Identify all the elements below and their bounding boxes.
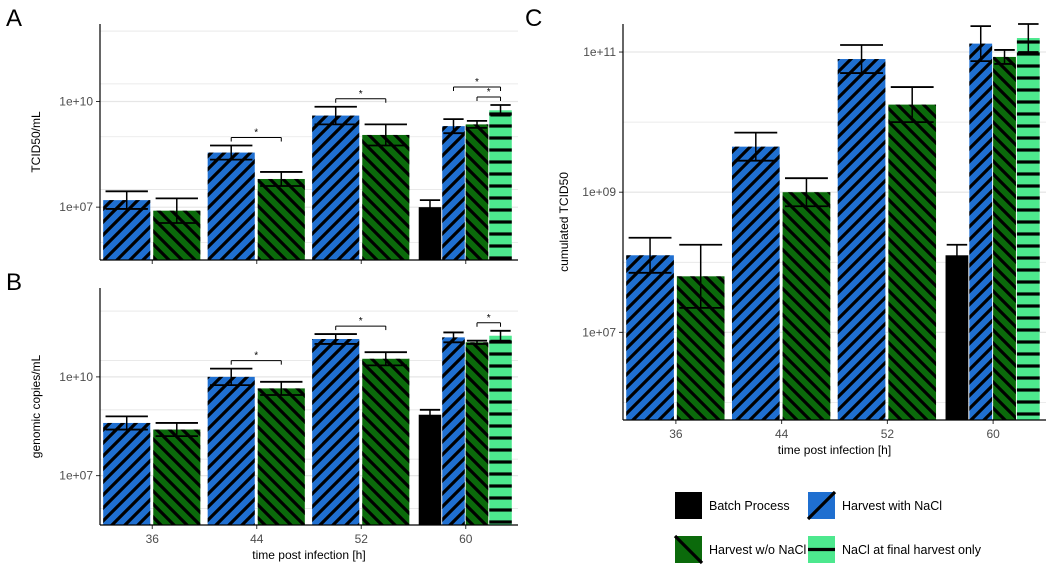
x-tick-label-44: 44 <box>250 532 264 546</box>
bar-hatch-wo-nacl-44 <box>257 388 305 525</box>
panel-label-b: B <box>6 269 22 296</box>
legend-swatch-with-nacl <box>806 490 837 521</box>
bar-hatch-with-nacl-52 <box>312 115 360 260</box>
bar-hatch-with-nacl-60 <box>442 337 465 525</box>
x-tick-label-60: 60 <box>986 427 1000 441</box>
bar-hatch-with-nacl-44 <box>207 376 255 525</box>
bar-hatch-final-only-60 <box>1016 38 1040 420</box>
legend-swatch-wo-nacl <box>673 534 704 565</box>
legend-label-batch: Batch Process <box>709 499 790 513</box>
y-tick-label-b: 1e+10 <box>59 370 93 384</box>
y-tick-label-b: 1e+07 <box>59 469 93 483</box>
legend-label-wo-nacl: Harvest w/o NaCl <box>709 543 806 557</box>
y-axis-title-b: genomic copies/mL <box>29 354 43 458</box>
y-tick-label-a: 1e+10 <box>59 94 93 108</box>
bar-hatch-wo-nacl-36 <box>153 429 201 525</box>
bar-hatch-final-only-60 <box>489 110 512 260</box>
bar-hatch-with-nacl-44 <box>731 146 780 421</box>
bar-hatch-with-nacl-44 <box>207 152 255 260</box>
bar-hatch-with-nacl-36 <box>103 422 151 525</box>
bar-hatch-wo-nacl-60 <box>465 342 489 525</box>
y-tick-label-c: 1e+09 <box>582 185 616 199</box>
y-axis-title-a: TCID50/mL <box>29 111 43 173</box>
bar-hatch-wo-nacl-52 <box>362 358 410 525</box>
bar-hatch-wo-nacl-52 <box>362 134 410 260</box>
y-tick-label-c: 1e+07 <box>582 325 616 339</box>
significance-star-44: * <box>254 351 258 362</box>
significance-star-52: * <box>359 316 363 327</box>
bar-hatch-wo-nacl-60 <box>465 124 489 260</box>
x-tick-label-52: 52 <box>881 427 895 441</box>
legend-label-with-nacl: Harvest with NaCl <box>842 499 942 513</box>
legend-swatch-final-only <box>808 536 835 563</box>
bar-batch-60 <box>945 255 969 420</box>
x-axis-title-c: time post infection [h] <box>778 443 891 457</box>
legend-label-final-only: NaCl at final harvest only <box>842 543 982 557</box>
bar-batch-60 <box>418 414 442 525</box>
bar-hatch-with-nacl-36 <box>103 200 151 260</box>
x-tick-label-44: 44 <box>775 427 789 441</box>
bar-hatch-with-nacl-60 <box>969 43 993 420</box>
chart-panel-a: 1e+07 1e+10 * * * * TCID50/mL <box>29 24 518 264</box>
significance-star-60: * <box>487 313 491 324</box>
bar-batch-60 <box>418 207 442 260</box>
x-axis-title-b: time post infection [h] <box>252 548 365 562</box>
x-tick-label-60: 60 <box>459 532 473 546</box>
bar-hatch-with-nacl-60 <box>442 126 465 260</box>
bar-hatch-wo-nacl-52 <box>888 104 937 420</box>
bar-hatch-wo-nacl-60 <box>993 56 1016 421</box>
bar-hatch-with-nacl-36 <box>626 255 674 420</box>
chart-panel-b: 1e+07 1e+10 36 * 44 * 52 * 60 genomic copies/mL ti… <box>29 288 518 562</box>
legend-swatch-batch <box>675 492 702 519</box>
x-tick-label-36: 36 <box>146 532 160 546</box>
legend: Batch Process Harvest with NaCl Harvest … <box>673 490 982 565</box>
chart-panel-c: 1e+07 1e+09 1e+11 36 44 52 60 cumulated TCID50 t… <box>557 23 1046 457</box>
bar-hatch-with-nacl-52 <box>837 59 886 420</box>
panel-label-c: C <box>525 5 542 32</box>
bar-hatch-wo-nacl-44 <box>257 178 305 260</box>
bar-hatch-wo-nacl-44 <box>782 192 831 420</box>
significance-star-52: * <box>359 89 363 100</box>
significance-star-60: * <box>487 87 491 98</box>
x-tick-label-52: 52 <box>355 532 369 546</box>
significance-star-60: * <box>475 77 479 88</box>
y-tick-label-c: 1e+11 <box>583 45 616 59</box>
significance-star-44: * <box>254 128 258 139</box>
y-tick-label-a: 1e+07 <box>59 200 93 214</box>
bar-hatch-with-nacl-52 <box>312 339 360 525</box>
bar-hatch-final-only-60 <box>489 335 512 525</box>
panel-label-a: A <box>6 5 22 32</box>
x-tick-label-36: 36 <box>669 427 683 441</box>
y-axis-title-c: cumulated TCID50 <box>557 172 571 272</box>
